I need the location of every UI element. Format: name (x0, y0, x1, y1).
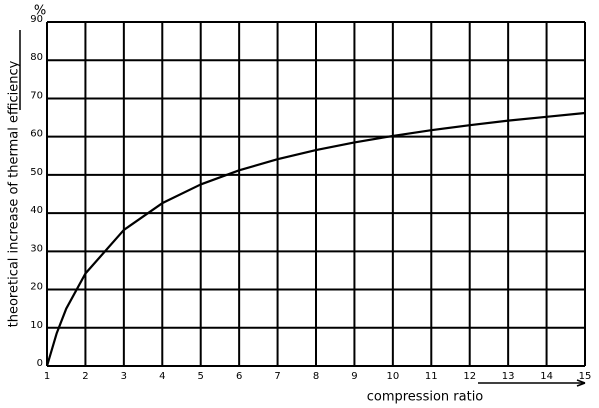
y-axis-label: theoretical increase of thermal efficien… (7, 60, 22, 327)
x-tick-label: 15 (579, 371, 592, 382)
y-unit: % (34, 4, 46, 19)
y-tick-label: 90 (30, 14, 43, 25)
x-tick-label: 1 (44, 371, 50, 382)
y-tick-label: 40 (30, 205, 43, 216)
y-tick-label: 0 (37, 358, 43, 369)
x-tick-label: 13 (502, 371, 515, 382)
y-tick-label: 10 (30, 320, 43, 331)
x-arrow-head (576, 379, 586, 387)
x-tick-label: 3 (121, 371, 127, 382)
x-tick-label: 6 (236, 371, 242, 382)
y-tick-label: 80 (30, 52, 43, 63)
y-tick-label: 30 (30, 243, 43, 254)
x-tick-label: 2 (82, 371, 88, 382)
x-tick-label: 9 (351, 371, 357, 382)
y-tick-label: 70 (30, 90, 43, 101)
data-line (45, 111, 586, 367)
x-tick-label: 5 (198, 371, 204, 382)
y-tick-label: 50 (30, 167, 43, 178)
x-tick-label: 8 (313, 371, 319, 382)
x-tick-label: 14 (540, 371, 553, 382)
y-tick-label: 60 (30, 129, 43, 140)
x-tick-label: 4 (159, 371, 165, 382)
x-tick-label: 10 (386, 371, 399, 382)
x-tick-label: 12 (463, 371, 476, 382)
x-tick-label: 11 (425, 371, 438, 382)
y-tick-label: 20 (30, 282, 43, 293)
x-tick-label: 7 (274, 371, 280, 382)
x-axis-label: compression ratio (367, 390, 484, 405)
